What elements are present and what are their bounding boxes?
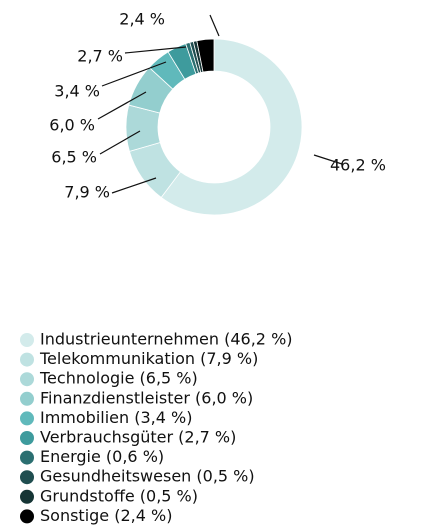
legend-swatch: [20, 391, 34, 406]
legend-label: Grundstoffe (0,5 %): [40, 486, 198, 505]
leader-line: [124, 46, 187, 54]
legend-swatch: [20, 333, 34, 347]
legend-label: Immobilien (3,4 %): [40, 408, 192, 427]
legend-swatch: [20, 450, 34, 465]
legend-swatch: [20, 509, 34, 524]
legend-label: Energie (0,6 %): [40, 447, 164, 466]
legend-swatch: [20, 372, 34, 387]
legend-swatch: [20, 489, 34, 504]
legend-swatch: [20, 352, 34, 367]
data-label: 7,9 %: [64, 183, 110, 202]
donut-slice: [196, 38, 215, 73]
data-label: 2,4 %: [119, 10, 165, 29]
legend-label: Industrieunternehmen (46,2 %): [40, 330, 293, 349]
legend-label: Sonstige (2,4 %): [40, 506, 172, 525]
legend-label: Telekommunikation (7,9 %): [39, 349, 258, 368]
data-label: 6,5 %: [51, 148, 97, 167]
leader-line: [313, 154, 343, 165]
data-label: 3,4 %: [54, 82, 100, 101]
legend-swatch: [20, 431, 34, 445]
legend-label: Verbrauchsgüter (2,7 %): [40, 428, 236, 447]
leader-line: [111, 177, 157, 194]
data-label: 46,2 %: [330, 156, 386, 175]
data-label: 6,0 %: [49, 116, 95, 135]
legend-swatch: [20, 470, 34, 485]
leader-line: [99, 130, 141, 155]
legend-label: Technologie (6,5 %): [39, 369, 198, 388]
data-label: 2,7 %: [77, 47, 123, 66]
donut-slice: [160, 38, 303, 216]
leader-line: [97, 91, 147, 120]
legend-label: Finanzdienstleister (6,0 %): [40, 388, 253, 407]
leader-line: [101, 61, 167, 87]
leader-line: [209, 14, 220, 37]
legend-label: Gesundheitswesen (0,5 %): [40, 467, 255, 486]
legend-swatch: [20, 411, 34, 426]
